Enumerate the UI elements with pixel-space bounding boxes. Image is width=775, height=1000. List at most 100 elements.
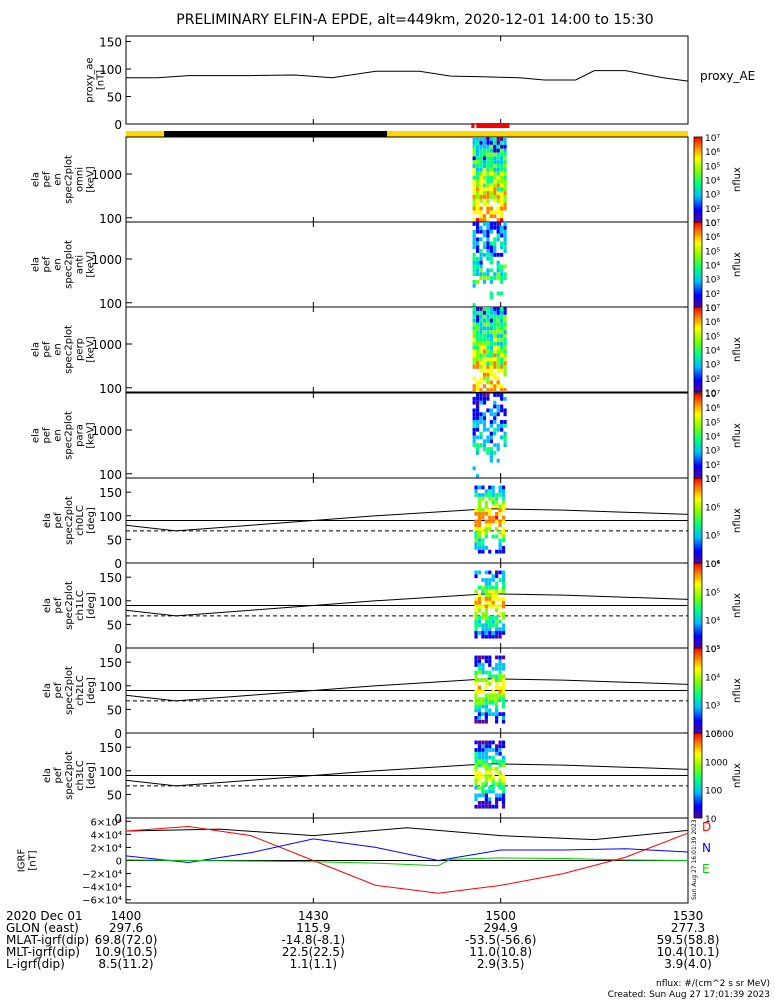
spectrogram-cell (479, 156, 483, 161)
spectrogram-cell (486, 450, 490, 455)
spectrogram-cell (493, 420, 497, 424)
spectrogram-cell (481, 585, 485, 590)
spectrogram-cell (486, 160, 490, 165)
spectrogram-cell (503, 420, 507, 424)
colorbar-tick-label: 10⁷ (705, 134, 720, 144)
spectrogram-cell (481, 789, 485, 794)
igrf-legend-D: D (702, 820, 711, 834)
spectrogram-cell (472, 334, 476, 338)
spectrogram-cell (489, 458, 493, 463)
spectrogram-cell (503, 435, 507, 440)
spectrogram-cell (479, 349, 483, 354)
spectrogram-cell (500, 183, 504, 188)
spectrogram-cell (486, 310, 490, 315)
spectrogram-cell (489, 164, 493, 168)
spectrogram-cell (491, 600, 495, 605)
spectrogram-cell (493, 175, 497, 180)
spectrogram-cell (481, 542, 485, 546)
spectrogram-cell (484, 600, 488, 605)
spectrogram-cell (491, 804, 495, 809)
colorbar-tick-label: 10⁶ (705, 233, 720, 243)
spectrogram-cell (491, 678, 495, 682)
spectrogram-cell (495, 801, 499, 805)
spectrogram-cell (472, 412, 476, 417)
spectrogram-cell (496, 191, 500, 195)
spectrogram-cell (474, 697, 478, 701)
spectrogram-cell (472, 252, 476, 257)
spectrogram-cell (476, 183, 480, 188)
y-tick-label: 100 (99, 297, 122, 311)
spectrogram-cell (498, 759, 502, 764)
spectrogram-cell (474, 604, 478, 609)
y-axis-label: [keV] (86, 422, 97, 448)
spectrogram-cell (472, 364, 476, 369)
spectrogram-cell (503, 353, 507, 358)
spectrogram-cell (500, 167, 504, 172)
spectrogram-cell (493, 345, 497, 350)
spectrogram-cell (486, 268, 490, 273)
spectrogram-cell (479, 167, 483, 172)
spectrogram-cell (488, 804, 492, 809)
spectrogram-cell (477, 527, 482, 531)
spectrogram-cell (476, 420, 480, 424)
spectrogram-cell (488, 589, 492, 594)
spectrogram-cell (479, 337, 483, 342)
spectrogram-cell (474, 530, 478, 535)
spectrogram-cell (472, 443, 476, 448)
colorbar-tick-label: 10³ (705, 447, 720, 457)
spectrogram-cell (472, 187, 476, 192)
spectrogram-cell (474, 534, 478, 539)
spectrogram-cell (481, 515, 485, 520)
spectrogram-cell (472, 156, 476, 161)
spectrogram-cell (501, 500, 506, 505)
x-axis-value: 3.9(4.0) (664, 957, 712, 971)
spectrogram-cell (484, 578, 488, 582)
spectrogram-cell (503, 183, 507, 188)
spectrogram-cell (472, 353, 476, 358)
spectrogram-cell (493, 318, 497, 323)
spectrogram-cell (491, 755, 495, 760)
spectrogram-cell (500, 152, 504, 157)
spectrogram-cell (476, 380, 480, 385)
spectrogram-cell (477, 801, 482, 805)
spectrogram-cell (482, 334, 487, 338)
spectrogram-cell (495, 574, 499, 579)
spectrogram-cell (496, 175, 500, 180)
spectrogram-cell (484, 530, 488, 535)
spectrogram-cell (503, 307, 507, 311)
spectrogram-cell (477, 678, 482, 682)
svg-text:nflux: nflux (732, 337, 743, 362)
spectrogram-cell (501, 508, 506, 512)
spectrogram-cell (474, 751, 478, 756)
spectrogram-cell (484, 712, 488, 716)
y-tick-label: 50 (107, 788, 122, 802)
colorbar-tick-label: 10000 (705, 730, 734, 740)
spectrogram-cell (484, 697, 488, 701)
spectrogram-cell (477, 534, 482, 539)
spectrogram-cell (479, 368, 483, 373)
spectrogram-cell (484, 581, 488, 586)
spectrogram-cell (484, 615, 488, 620)
spectrogram-cell (484, 682, 488, 686)
spectrogram-cell (491, 693, 495, 698)
spectrogram-cell (501, 774, 506, 779)
spectrogram-cell (482, 156, 487, 161)
spectrogram-cell (495, 593, 499, 597)
y-tick-label: 150 (99, 656, 122, 670)
spectrogram-cell (486, 368, 490, 373)
spectrogram-cell (493, 384, 497, 389)
spectrogram-cell (488, 770, 492, 775)
spectrogram-cell (481, 508, 485, 512)
spectrogram-cell (495, 674, 499, 679)
spectrogram-cell (474, 623, 478, 628)
spectrogram-cell (472, 388, 476, 392)
spectrogram-cell (493, 152, 497, 157)
spectrogram-cell (476, 256, 480, 261)
colorbar-tick-label: 10⁷ (705, 304, 720, 314)
spectrogram-cell (503, 202, 507, 207)
spectrogram-cell (501, 804, 506, 809)
spectrogram-cell (486, 140, 490, 145)
spectrogram-cell (476, 435, 480, 440)
spectrogram-cell (500, 214, 504, 219)
spectrogram-cell (474, 682, 478, 686)
